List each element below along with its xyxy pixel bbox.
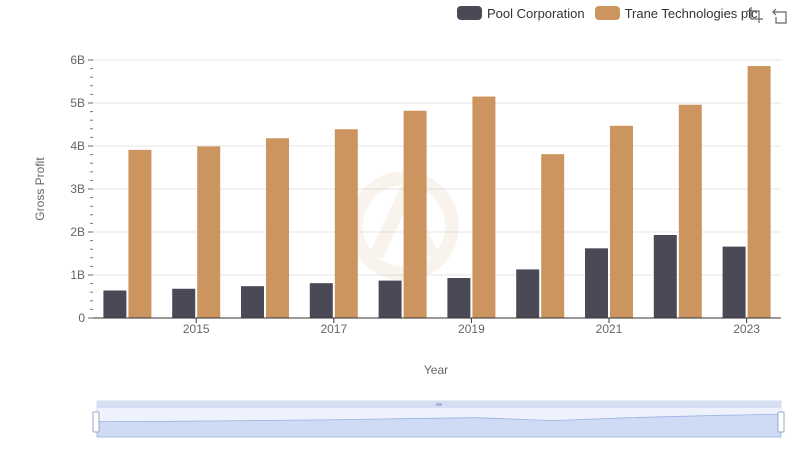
toolbox <box>746 6 798 24</box>
x-tick-label: 2023 <box>733 322 760 336</box>
bar-pool-corporation-2020[interactable] <box>516 269 540 318</box>
bar-trane-technologies-2020[interactable] <box>541 154 565 318</box>
x-tick-label: 2017 <box>320 322 347 336</box>
y-tick-label: 4B <box>70 139 85 153</box>
bar-pool-corporation-2017[interactable] <box>309 283 333 318</box>
data-zoom-slider[interactable] <box>92 400 785 438</box>
bar-pool-corporation-2022[interactable] <box>653 235 677 318</box>
legend-label-pool-corporation: Pool Corporation <box>487 5 585 21</box>
y-tick-label: 0 <box>78 311 85 325</box>
bar-trane-technologies-2022[interactable] <box>678 104 702 318</box>
bar-pool-corporation-2016[interactable] <box>241 286 264 318</box>
legend-swatch-trane-technologies <box>594 6 620 20</box>
zoom-select-icon[interactable] <box>746 6 764 24</box>
x-axis-tick-labels: 2015 2017 2019 2021 2023 <box>183 318 760 336</box>
legend: Pool Corporation Trane Technologies plc <box>457 4 768 22</box>
legend-swatch-pool-corporation <box>457 6 482 20</box>
bar-trane-technologies-2019[interactable] <box>472 96 496 318</box>
slider-data-preview <box>96 413 782 438</box>
bar-trane-technologies-2023[interactable] <box>747 66 771 319</box>
zoom-reset-icon[interactable] <box>772 6 790 24</box>
bar-pool-corporation-2014[interactable] <box>103 290 127 318</box>
y-tick-label: 1B <box>70 268 85 282</box>
y-tick-label: 2B <box>70 225 85 239</box>
slider-grip <box>436 403 442 406</box>
slider-handle-right[interactable] <box>777 411 785 433</box>
legend-item-trane-technologies[interactable]: Trane Technologies plc <box>594 5 758 21</box>
x-axis-title: Year <box>424 363 448 377</box>
bar-trane-technologies-2021[interactable] <box>610 125 633 318</box>
y-axis-title: Gross Profit <box>33 157 47 221</box>
y-axis-tick-labels: 0 1B 2B 3B 4B 5B 6B <box>70 53 85 325</box>
bar-pool-corporation-2015[interactable] <box>172 288 196 318</box>
bar-trane-technologies-2014[interactable] <box>128 149 152 318</box>
bar-pool-corporation-2021[interactable] <box>585 248 608 318</box>
bar-trane-technologies-2017[interactable] <box>334 129 358 318</box>
slider-handle-left[interactable] <box>92 411 100 433</box>
x-tick-label: 2019 <box>458 322 485 336</box>
y-tick-label: 5B <box>70 96 85 110</box>
y-tick-label: 3B <box>70 182 85 196</box>
bar-pool-corporation-2019[interactable] <box>447 278 471 318</box>
y-tick-label: 6B <box>70 53 85 67</box>
legend-label-trane-technologies: Trane Technologies plc <box>624 5 758 21</box>
bar-trane-technologies-2015[interactable] <box>197 146 221 318</box>
legend-item-pool-corporation[interactable]: Pool Corporation <box>457 6 585 21</box>
bars <box>103 66 771 319</box>
bar-trane-technologies-2016[interactable] <box>266 138 289 318</box>
bar-pool-corporation-2023[interactable] <box>722 246 746 318</box>
bar-pool-corporation-2018[interactable] <box>378 280 402 318</box>
bar-trane-technologies-2018[interactable] <box>403 110 427 319</box>
x-tick-label: 2015 <box>183 322 210 336</box>
y-minor-ticks <box>90 68 93 310</box>
x-tick-label: 2021 <box>596 322 623 336</box>
